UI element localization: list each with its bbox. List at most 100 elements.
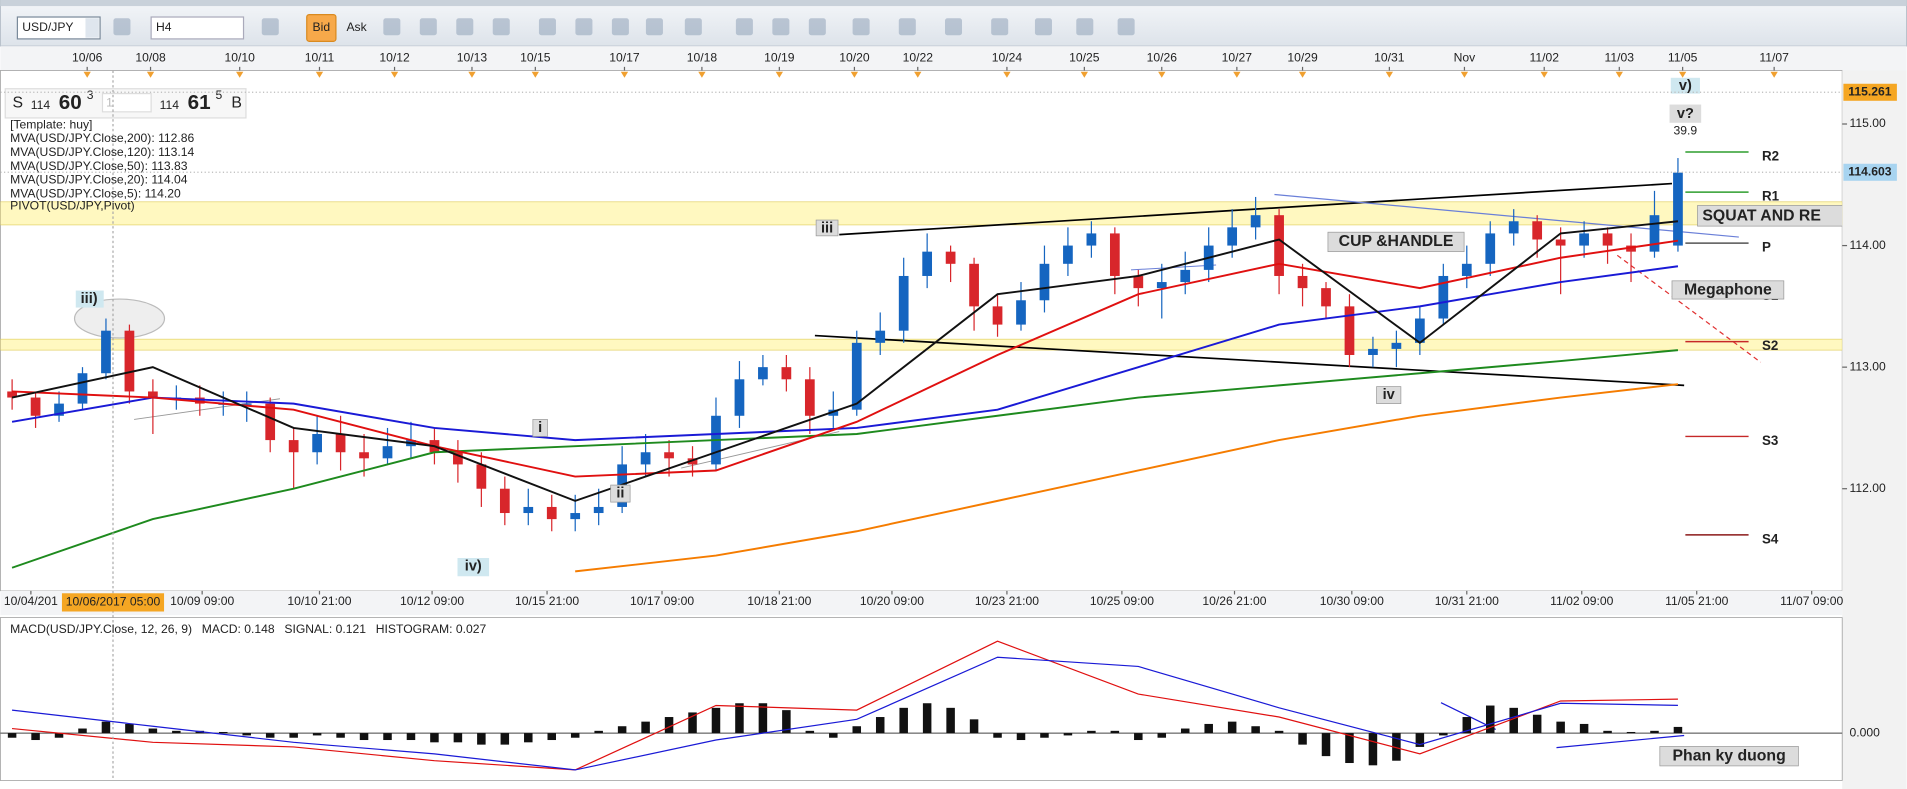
- ma-line: [575, 383, 1679, 573]
- toolbar-icon[interactable]: [456, 18, 474, 36]
- macd-header: MACD(USD/JPY.Close, 12, 26, 9): [10, 622, 192, 636]
- y-tick-label: 115.00: [1849, 116, 1885, 130]
- toolbar-icon[interactable]: [575, 18, 593, 36]
- toolbar-icon[interactable]: [1117, 18, 1135, 36]
- x-tick-label: 10/18 21:00: [747, 594, 811, 608]
- ma-line: [11, 265, 1679, 442]
- candle-body: [1414, 318, 1425, 343]
- histogram-bar: [1415, 733, 1425, 747]
- histogram-bar: [289, 733, 298, 738]
- ask-label[interactable]: Ask: [346, 20, 367, 34]
- trendline: [1556, 734, 1685, 749]
- candle-body: [1438, 275, 1449, 319]
- toolbar-icon[interactable]: [944, 18, 963, 36]
- histogram-bar: [782, 710, 791, 734]
- price-marker-label: 114.603: [1848, 164, 1891, 178]
- annotation-box: [1669, 104, 1702, 123]
- annotation-box: [610, 484, 631, 503]
- toolbar-icon[interactable]: [538, 18, 556, 36]
- histogram-bar: [1485, 705, 1495, 734]
- x-tick-marker: [1540, 71, 1548, 78]
- x-tick-marker: [1080, 71, 1088, 78]
- x-tick-label: 10/10 21:00: [287, 594, 351, 608]
- toolbar-icons: [113, 18, 1135, 36]
- x-tick-label: 10/23 21:00: [975, 594, 1039, 608]
- histogram-bar: [1603, 730, 1612, 734]
- candle-body: [898, 275, 909, 331]
- toolbar-icon[interactable]: [1076, 18, 1094, 36]
- candle-body: [1391, 342, 1402, 349]
- histogram-bar: [1462, 717, 1472, 734]
- histogram-bar: [1509, 707, 1518, 734]
- x-tick-label: 10/12: [379, 51, 410, 65]
- histogram-bar: [265, 733, 275, 738]
- toolbar-icon[interactable]: [808, 18, 826, 36]
- toolbar-icon[interactable]: [898, 18, 916, 36]
- macd-line: [11, 640, 1678, 771]
- histogram-bar: [993, 733, 1002, 738]
- lot-input[interactable]: [101, 93, 152, 113]
- annotation-box: [532, 419, 548, 437]
- candle-body: [664, 452, 674, 459]
- x-tick-label: 10/20 09:00: [860, 594, 924, 608]
- histogram-bar: [1274, 730, 1284, 734]
- legend-entry: MVA(USD/JPY.Close,200): 112.86: [10, 131, 194, 145]
- timeframe-select[interactable]: [150, 16, 245, 40]
- annotation-box: [457, 558, 490, 577]
- toolbar-icon[interactable]: [113, 18, 131, 36]
- annotation-box: [75, 290, 104, 308]
- x-tick-marker: [1003, 71, 1011, 78]
- candle-body: [453, 452, 463, 465]
- symbol-select[interactable]: [16, 16, 101, 40]
- x-tick-marker: [914, 71, 922, 78]
- pivot-label: S2: [1762, 338, 1778, 353]
- annotation: iii: [821, 220, 833, 236]
- candle-body: [593, 506, 604, 514]
- x-tick-marker: [775, 71, 783, 78]
- x-tick-label: 10/30 09:00: [1320, 594, 1384, 608]
- macd-header: MACD: 0.148: [202, 622, 275, 636]
- x-tick-label: 11/02 09:00: [1550, 594, 1613, 608]
- annotation: Phan ky duong: [1673, 747, 1786, 764]
- toolbar-icon[interactable]: [991, 18, 1009, 36]
- annotation-box: [1671, 280, 1785, 300]
- toolbar-icon[interactable]: [383, 18, 401, 36]
- toolbar-icon[interactable]: [772, 18, 790, 36]
- histogram-bar: [664, 717, 674, 734]
- annotation-box: [1697, 205, 1843, 227]
- toolbar-icon[interactable]: [492, 18, 510, 36]
- histogram-bar: [1204, 723, 1213, 734]
- annotation-box: [1670, 77, 1700, 94]
- histogram-bar: [829, 733, 838, 738]
- toolbar-icon[interactable]: [419, 18, 437, 36]
- trendline: [814, 334, 1685, 387]
- toolbar-icon[interactable]: [852, 18, 870, 36]
- x-tick-marker: [1460, 71, 1469, 78]
- candle-body: [546, 506, 557, 520]
- bid-button[interactable]: [306, 13, 337, 42]
- toolbar-icon[interactable]: [645, 18, 663, 36]
- annotation-box: [1659, 746, 1799, 767]
- toolbar-icon[interactable]: [1034, 18, 1052, 36]
- candle-body: [1461, 263, 1472, 276]
- dropdown[interactable]: [85, 18, 99, 38]
- x-tick-label: 10/13: [457, 51, 488, 65]
- toolbar-icon[interactable]: [261, 18, 279, 36]
- toolbar-icon[interactable]: [735, 18, 753, 36]
- quote-pips: 60: [59, 91, 82, 114]
- x-tick-marker: [1298, 71, 1307, 78]
- candle-body: [1180, 269, 1191, 283]
- x-tick-label: 10/12 09:00: [400, 594, 464, 608]
- histogram-bar: [1556, 721, 1565, 734]
- drawings: [0, 182, 1843, 469]
- x-tick-marker: [1385, 71, 1394, 78]
- x-tick-marker: [1233, 71, 1241, 78]
- histogram-bar: [1439, 733, 1448, 736]
- toolbar-icon[interactable]: [611, 18, 629, 36]
- pivot-label: S4: [1762, 531, 1779, 546]
- toolbar-icon[interactable]: [684, 18, 702, 36]
- x-tick-label: 10/17: [609, 51, 640, 65]
- x-tick-marker: [315, 71, 324, 78]
- y-tick-label: 112.00: [1849, 481, 1885, 495]
- x-tick-label: 10/15: [520, 51, 551, 65]
